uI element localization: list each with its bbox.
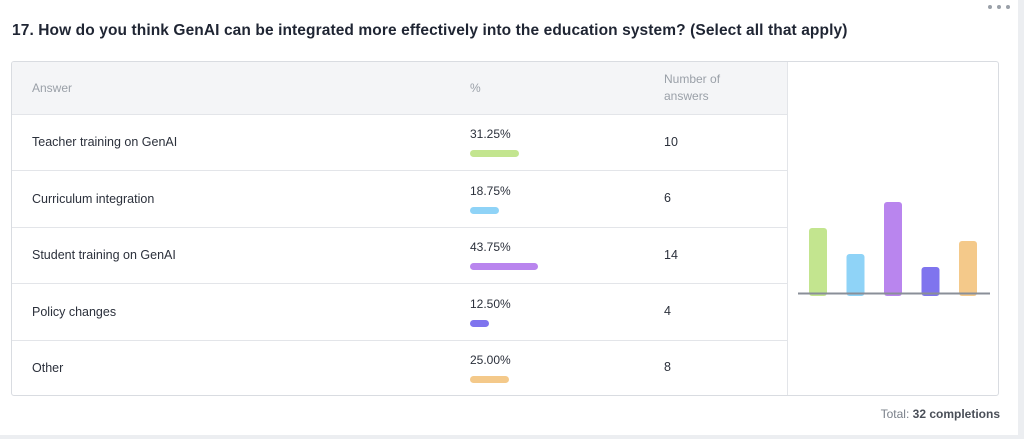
table-row: Policy changes 12.50% 4 xyxy=(12,284,787,341)
header-count-line2: answers xyxy=(664,89,709,103)
total-value: 32 completions xyxy=(913,407,1000,421)
percent-cell: 31.25% xyxy=(470,127,664,157)
count-value: 8 xyxy=(664,359,784,376)
table-header: Answer % Number of answers xyxy=(12,62,787,115)
percent-bar xyxy=(470,150,519,157)
table-row: Other 25.00% 8 xyxy=(12,341,787,396)
answer-label: Curriculum integration xyxy=(12,192,470,206)
percent-bar xyxy=(470,207,499,214)
percent-value: 25.00% xyxy=(470,353,664,367)
header-answer: Answer xyxy=(12,81,470,95)
chart-bar xyxy=(847,254,865,296)
chart-bar xyxy=(959,241,977,296)
percent-value: 18.75% xyxy=(470,184,664,198)
bar-chart-svg xyxy=(788,62,999,395)
percent-value: 43.75% xyxy=(470,240,664,254)
header-count-line1: Number of xyxy=(664,72,720,86)
percent-cell: 12.50% xyxy=(470,297,664,327)
chart-bar xyxy=(922,267,940,296)
count-value: 6 xyxy=(664,190,784,207)
answer-label: Other xyxy=(12,361,470,375)
more-options-icon[interactable] xyxy=(988,2,1010,12)
percent-cell: 25.00% xyxy=(470,353,664,383)
header-percent: % xyxy=(470,81,664,95)
chart-bar xyxy=(809,228,827,296)
table-row: Student training on GenAI 43.75% 14 xyxy=(12,228,787,285)
bar-chart xyxy=(788,62,998,395)
count-value: 10 xyxy=(664,134,784,151)
results-card: Answer % Number of answers Teacher train… xyxy=(11,61,999,396)
count-value: 4 xyxy=(664,303,784,320)
answer-label: Student training on GenAI xyxy=(12,248,470,262)
header-count: Number of answers xyxy=(664,71,784,105)
results-table: Answer % Number of answers Teacher train… xyxy=(12,62,788,395)
percent-cell: 18.75% xyxy=(470,184,664,214)
table-row: Curriculum integration 18.75% 6 xyxy=(12,171,787,228)
total-completions: Total: 32 completions xyxy=(881,407,1000,421)
total-prefix: Total: xyxy=(881,407,910,421)
count-value: 14 xyxy=(664,247,784,264)
percent-value: 31.25% xyxy=(470,127,664,141)
percent-cell: 43.75% xyxy=(470,240,664,270)
page-bottom-edge xyxy=(0,435,1024,439)
answer-label: Policy changes xyxy=(12,305,470,319)
question-title: 17. How do you think GenAI can be integr… xyxy=(12,22,847,40)
answer-label: Teacher training on GenAI xyxy=(12,135,470,149)
percent-value: 12.50% xyxy=(470,297,664,311)
percent-bar xyxy=(470,263,538,270)
table-row: Teacher training on GenAI 31.25% 10 xyxy=(12,115,787,172)
percent-bar xyxy=(470,376,509,383)
percent-bar xyxy=(470,320,489,327)
chart-bar xyxy=(884,202,902,296)
scrollbar-track[interactable] xyxy=(1018,0,1024,439)
